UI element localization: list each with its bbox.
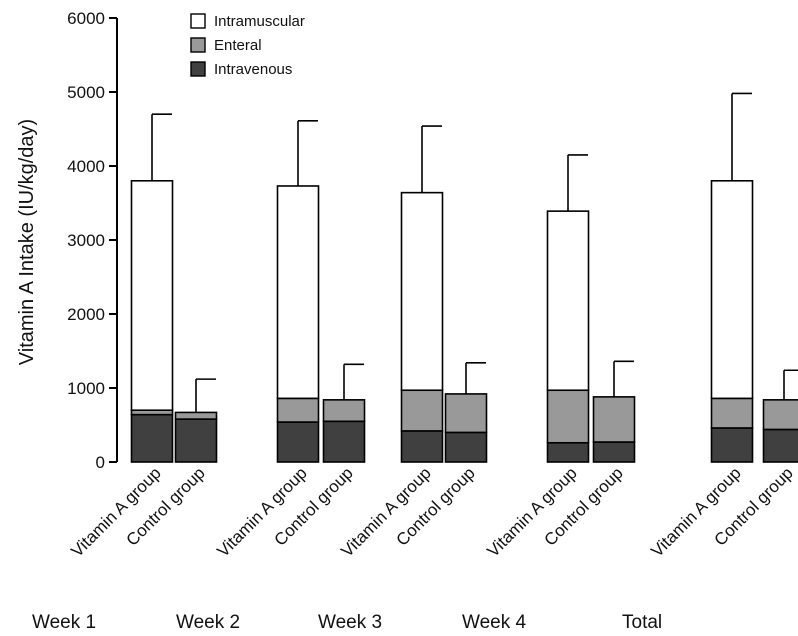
bar [546,154,590,463]
legend-label: Enteral [214,37,262,54]
group-label: Total [622,612,662,633]
legend-label: Intramuscular [214,13,305,30]
y-axis-title: Vitamin A Intake (IU/kg/day) [16,119,38,365]
y-tick-label: 5000 [67,83,105,102]
bar-segment-intravenous [400,430,444,463]
bar-segment-intravenous [174,418,218,463]
bar-segment-enteral [762,399,798,431]
group-labels: Week 1 Week 2 Week 3 Week 4 Total [32,612,662,633]
bar-segment-intravenous [592,441,636,463]
category-label: Control group [123,463,209,549]
bars [130,92,798,463]
bar-segment-enteral [322,399,366,423]
bar-segment-enteral [546,389,590,444]
bar-segment-intravenous [710,427,754,463]
legend-label: Intravenous [214,61,292,78]
y-tick-label: 4000 [67,157,105,176]
bar-segment-intramuscular [276,185,320,400]
legend-item: Intramuscular [190,13,305,30]
bar [762,369,798,463]
bar [276,120,320,463]
group-label: Week 1 [32,612,96,633]
legend-item: Intravenous [190,61,292,78]
bar [322,363,366,463]
legend-swatch [190,13,206,29]
y-tick-label: 6000 [67,9,105,28]
bar-segment-intravenous [130,413,174,463]
bar-segment-enteral [444,393,488,434]
bar-segment-enteral [710,397,754,429]
bar-segment-intramuscular [546,210,590,392]
bar-segment-intramuscular [130,180,174,411]
y-tick-label: 2000 [67,305,105,324]
y-tick-label: 3000 [67,231,105,250]
bar-segment-enteral [174,411,218,420]
category-label: Control group [393,463,479,549]
y-tick-label: 0 [96,453,105,472]
bar-segment-enteral [276,397,320,423]
group-label: Week 4 [462,612,527,633]
y-axis: 0 1000 2000 3000 4000 5000 6000 [67,9,118,472]
group-label: Week 2 [176,612,240,633]
legend-swatch [190,37,206,53]
bar-segment-intramuscular [400,191,444,392]
bar-segment-intravenous [762,428,798,463]
bar [592,360,636,463]
legend-item: Enteral [190,37,262,54]
y-tick-label: 1000 [67,379,105,398]
legend: Intramuscular Enteral Intravenous [190,13,305,78]
bar [400,125,444,463]
bar-segment-enteral [592,396,636,443]
bar-segment-intravenous [546,441,590,463]
legend-swatch [190,61,206,77]
bar [710,92,754,463]
category-label: Vitamin A group [647,463,744,560]
bar [130,113,174,463]
bar [174,378,218,463]
bar-segment-intravenous [322,420,366,463]
bar-segment-enteral [400,389,444,432]
group-label: Week 3 [318,612,382,633]
bar-segment-intramuscular [710,180,754,400]
bar [444,362,488,463]
bar-segment-intravenous [444,431,488,463]
bar-segment-intravenous [276,421,320,463]
